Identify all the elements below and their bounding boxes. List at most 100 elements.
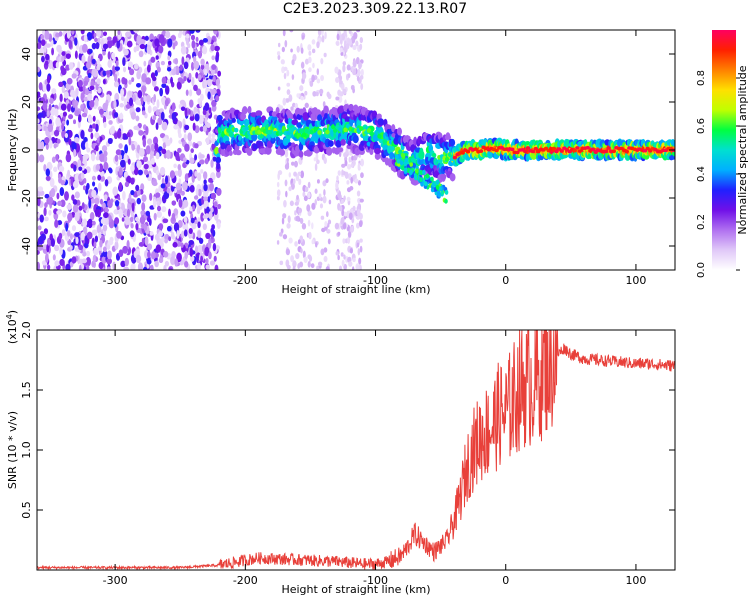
- noise-blob: [291, 59, 295, 66]
- colorbar-label: Normalized spectral amplitude: [736, 65, 749, 234]
- noise-blob: [176, 252, 182, 263]
- noise-blob: [70, 176, 74, 186]
- noise-blob: [311, 222, 314, 230]
- noise-blob: [125, 104, 132, 109]
- ridge-blob: [414, 168, 419, 174]
- noise-blob: [175, 182, 182, 191]
- noise-blob: [359, 245, 363, 253]
- noise-blob: [297, 207, 303, 214]
- ridge-core: [444, 156, 450, 162]
- noise-blob: [311, 239, 315, 245]
- noise-blob: [101, 202, 106, 210]
- noise-blob: [211, 55, 215, 61]
- noise-blob: [286, 89, 291, 95]
- noise-blob: [296, 93, 300, 98]
- noise-blob: [320, 248, 325, 256]
- ridge-blob: [284, 137, 290, 145]
- noise-blob: [140, 96, 144, 106]
- noise-blob: [323, 247, 328, 253]
- noise-blob: [178, 132, 182, 139]
- noise-blob: [78, 264, 82, 270]
- noise-blob: [136, 70, 142, 80]
- noise-blob: [120, 88, 125, 97]
- noise-blob: [293, 160, 298, 168]
- noise-blob: [284, 179, 288, 187]
- noise-blob: [335, 181, 339, 190]
- noise-blob: [155, 109, 160, 116]
- noise-blob: [40, 39, 46, 47]
- colorbar-axes: 0.0 0.2 0.4 0.6 0.8: [696, 70, 740, 278]
- noise-blob: [145, 210, 151, 217]
- noise-blob: [307, 181, 311, 189]
- noise-blob: [285, 248, 291, 256]
- noise-blob: [163, 251, 169, 258]
- ridge-blob: [396, 127, 403, 136]
- noise-blob: [37, 244, 44, 251]
- noise-blob: [103, 161, 109, 171]
- colorbar-tick-label: 0.0: [696, 262, 707, 278]
- noise-blob: [213, 255, 217, 262]
- noise-blob: [301, 72, 307, 80]
- noise-blob: [155, 122, 159, 131]
- noise-blob: [85, 61, 92, 69]
- ridge-blob: [240, 112, 247, 120]
- noise-blob: [66, 77, 73, 85]
- noise-blob: [41, 55, 45, 63]
- noise-blob: [208, 177, 213, 183]
- noise-blob: [128, 79, 132, 85]
- noise-blob: [290, 106, 294, 111]
- noise-blob: [46, 243, 50, 253]
- noise-blob: [143, 224, 148, 232]
- ridge-core: [325, 129, 330, 135]
- noise-blob: [147, 251, 151, 259]
- snr-series-line: [36, 329, 676, 571]
- ridge-blob: [401, 165, 405, 171]
- noise-blob: [122, 245, 128, 254]
- noise-blob: [47, 196, 54, 205]
- noise-blob: [320, 30, 324, 36]
- noise-blob: [352, 87, 355, 94]
- ridge-core: [590, 147, 596, 152]
- noise-blob: [315, 91, 319, 97]
- noise-blob: [156, 210, 162, 218]
- noise-blob: [59, 247, 63, 256]
- noise-blob: [178, 121, 183, 129]
- ridge-blob: [255, 110, 263, 117]
- noise-blob: [141, 110, 146, 116]
- noise-blob: [185, 33, 190, 39]
- noise-blob: [286, 264, 291, 270]
- noise-blob: [208, 251, 212, 260]
- noise-blob: [66, 119, 70, 126]
- noise-blob: [78, 205, 83, 211]
- noise-blob: [44, 137, 50, 144]
- noise-blob: [292, 260, 297, 268]
- noise-blob: [297, 263, 301, 270]
- ridge-blob: [436, 190, 441, 196]
- noise-blob: [355, 40, 359, 47]
- noise-blob: [342, 222, 347, 230]
- noise-blob: [202, 109, 207, 116]
- noise-blob: [73, 148, 77, 158]
- noise-blob: [276, 189, 281, 197]
- noise-blob: [92, 123, 97, 129]
- noise-blob: [126, 239, 130, 250]
- noise-blob: [317, 261, 323, 267]
- noise-blob: [323, 156, 327, 165]
- noise-blob: [37, 186, 44, 192]
- noise-blob: [182, 157, 187, 163]
- noise-blob: [99, 198, 104, 205]
- ridge-blob: [404, 157, 409, 163]
- ridge-core: [366, 128, 372, 133]
- noise-blob: [215, 53, 219, 63]
- noise-blob: [71, 256, 77, 264]
- noise-blob: [195, 36, 199, 42]
- noise-blob: [210, 44, 215, 52]
- noise-blob: [83, 34, 88, 43]
- ridge-blob: [264, 119, 270, 126]
- noise-blob: [58, 165, 65, 173]
- ridge-core: [338, 127, 343, 132]
- noise-blob: [164, 238, 168, 244]
- noise-blob: [352, 159, 356, 167]
- noise-blob: [165, 139, 171, 147]
- noise-blob: [135, 184, 140, 192]
